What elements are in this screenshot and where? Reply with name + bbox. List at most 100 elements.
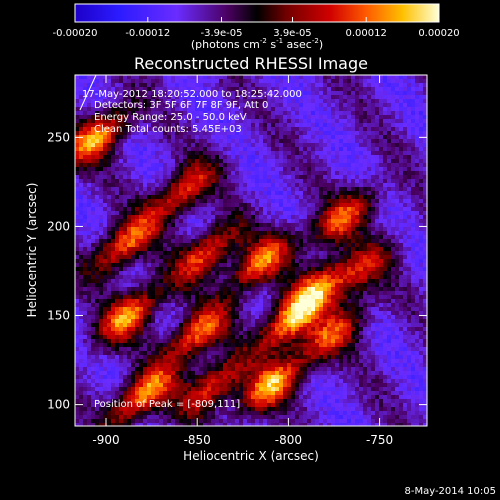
heatmap-cell bbox=[359, 119, 363, 123]
heatmap-cell bbox=[403, 255, 407, 259]
heatmap-cell bbox=[131, 111, 135, 115]
heatmap-cell bbox=[235, 215, 239, 219]
heatmap-cell bbox=[83, 87, 87, 91]
heatmap-cell bbox=[291, 159, 295, 163]
heatmap-cell bbox=[107, 227, 111, 231]
heatmap-cell bbox=[311, 195, 315, 199]
heatmap-cell bbox=[251, 295, 255, 299]
heatmap-cell bbox=[147, 147, 151, 151]
heatmap-cell bbox=[275, 95, 279, 99]
heatmap-cell bbox=[171, 83, 175, 87]
heatmap-cell bbox=[99, 159, 103, 163]
heatmap-cell bbox=[391, 171, 395, 175]
heatmap-cell bbox=[255, 91, 259, 95]
heatmap-cell bbox=[179, 295, 183, 299]
heatmap-cell bbox=[79, 159, 83, 163]
heatmap-cell bbox=[407, 155, 411, 159]
heatmap-cell bbox=[139, 295, 143, 299]
heatmap-cell bbox=[395, 103, 399, 107]
heatmap-cell bbox=[251, 183, 255, 187]
heatmap-cell bbox=[199, 251, 203, 255]
heatmap-cell bbox=[235, 299, 239, 303]
heatmap-cell bbox=[179, 111, 183, 115]
heatmap-cell bbox=[239, 151, 243, 155]
heatmap-cell bbox=[199, 75, 203, 79]
heatmap-cell bbox=[223, 191, 227, 195]
heatmap-cell bbox=[127, 111, 131, 115]
heatmap-cell bbox=[79, 279, 83, 283]
heatmap-cell bbox=[407, 163, 411, 167]
heatmap-cell bbox=[191, 195, 195, 199]
heatmap-cell bbox=[395, 199, 399, 203]
heatmap-cell bbox=[191, 235, 195, 239]
heatmap-cell bbox=[303, 199, 307, 203]
heatmap-cell bbox=[139, 219, 143, 223]
heatmap-cell bbox=[171, 131, 175, 135]
heatmap-cell bbox=[335, 87, 339, 91]
heatmap-cell bbox=[107, 155, 111, 159]
heatmap-cell bbox=[299, 175, 303, 179]
heatmap-cell bbox=[303, 167, 307, 171]
heatmap-cell bbox=[199, 291, 203, 295]
heatmap-cell bbox=[155, 167, 159, 171]
heatmap-cell bbox=[291, 263, 295, 267]
heatmap-cell bbox=[287, 163, 291, 167]
heatmap-cell bbox=[287, 171, 291, 175]
heatmap-cell bbox=[279, 243, 283, 247]
heatmap-cell bbox=[215, 111, 219, 115]
heatmap-cell bbox=[103, 267, 107, 271]
heatmap-cell bbox=[127, 115, 131, 119]
heatmap-cell bbox=[303, 143, 307, 147]
heatmap-cell bbox=[127, 131, 131, 135]
heatmap-cell bbox=[331, 291, 335, 295]
heatmap-cell bbox=[111, 295, 115, 299]
heatmap-cell bbox=[375, 115, 379, 119]
heatmap-cell bbox=[79, 115, 83, 119]
heatmap-cell bbox=[167, 79, 171, 83]
heatmap-cell bbox=[247, 99, 251, 103]
heatmap-cell bbox=[131, 139, 135, 143]
heatmap-cell bbox=[235, 199, 239, 203]
heatmap-cell bbox=[95, 79, 99, 83]
heatmap-cell bbox=[367, 179, 371, 183]
heatmap-cell bbox=[323, 107, 327, 111]
heatmap-cell bbox=[87, 239, 91, 243]
heatmap-cell bbox=[223, 87, 227, 91]
heatmap-cell bbox=[203, 131, 207, 135]
heatmap-cell bbox=[367, 79, 371, 83]
heatmap-cell bbox=[147, 187, 151, 191]
heatmap-cell bbox=[359, 263, 363, 267]
heatmap-cell bbox=[95, 171, 99, 175]
heatmap-cell bbox=[235, 103, 239, 107]
heatmap-cell bbox=[323, 155, 327, 159]
heatmap-cell bbox=[275, 79, 279, 83]
heatmap-cell bbox=[407, 95, 411, 99]
heatmap-cell bbox=[367, 171, 371, 175]
heatmap-cell bbox=[119, 235, 123, 239]
heatmap-cell bbox=[231, 259, 235, 263]
heatmap-cell bbox=[335, 139, 339, 143]
heatmap-cell bbox=[119, 131, 123, 135]
heatmap-cell bbox=[99, 195, 103, 199]
heatmap-cell bbox=[259, 295, 263, 299]
heatmap-cell bbox=[179, 83, 183, 87]
heatmap-cell bbox=[387, 83, 391, 87]
heatmap-cell bbox=[111, 191, 115, 195]
heatmap-cell bbox=[351, 155, 355, 159]
heatmap-cell bbox=[227, 251, 231, 255]
heatmap-cell bbox=[419, 227, 423, 231]
heatmap-cell bbox=[359, 171, 363, 175]
heatmap-cell bbox=[343, 195, 347, 199]
heatmap-cell bbox=[127, 91, 131, 95]
heatmap-cell bbox=[303, 287, 307, 291]
heatmap-cell bbox=[343, 139, 347, 143]
heatmap-cell bbox=[111, 195, 115, 199]
heatmap-cell bbox=[371, 287, 375, 291]
heatmap-cell bbox=[239, 291, 243, 295]
heatmap-cell bbox=[367, 191, 371, 195]
heatmap-cell bbox=[279, 251, 283, 255]
heatmap-cell bbox=[423, 139, 427, 143]
heatmap-cell bbox=[247, 167, 251, 171]
heatmap-cell bbox=[259, 135, 263, 139]
heatmap-cell bbox=[327, 151, 331, 155]
